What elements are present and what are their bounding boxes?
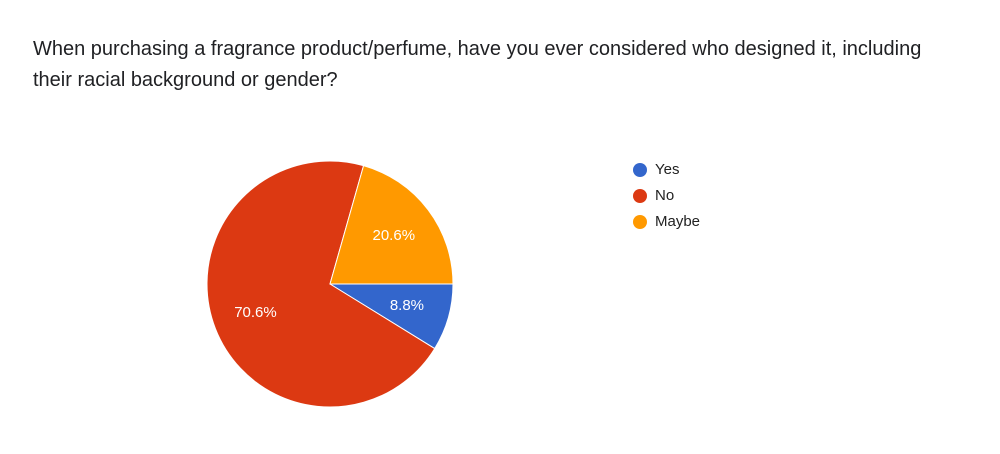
chart-title: When purchasing a fragrance product/perf… [33,38,922,91]
legend-label: Yes [655,161,679,178]
slice-label: 8.8% [390,297,424,314]
legend-marker [633,163,647,177]
slice-label: 20.6% [373,227,416,244]
slice-label: 70.6% [234,304,277,321]
legend-marker [633,215,647,229]
legend-marker [633,189,647,203]
legend-label: Maybe [655,213,700,230]
pie-slice [329,165,454,285]
legend-label: No [655,187,674,204]
pie-slice [206,160,436,408]
